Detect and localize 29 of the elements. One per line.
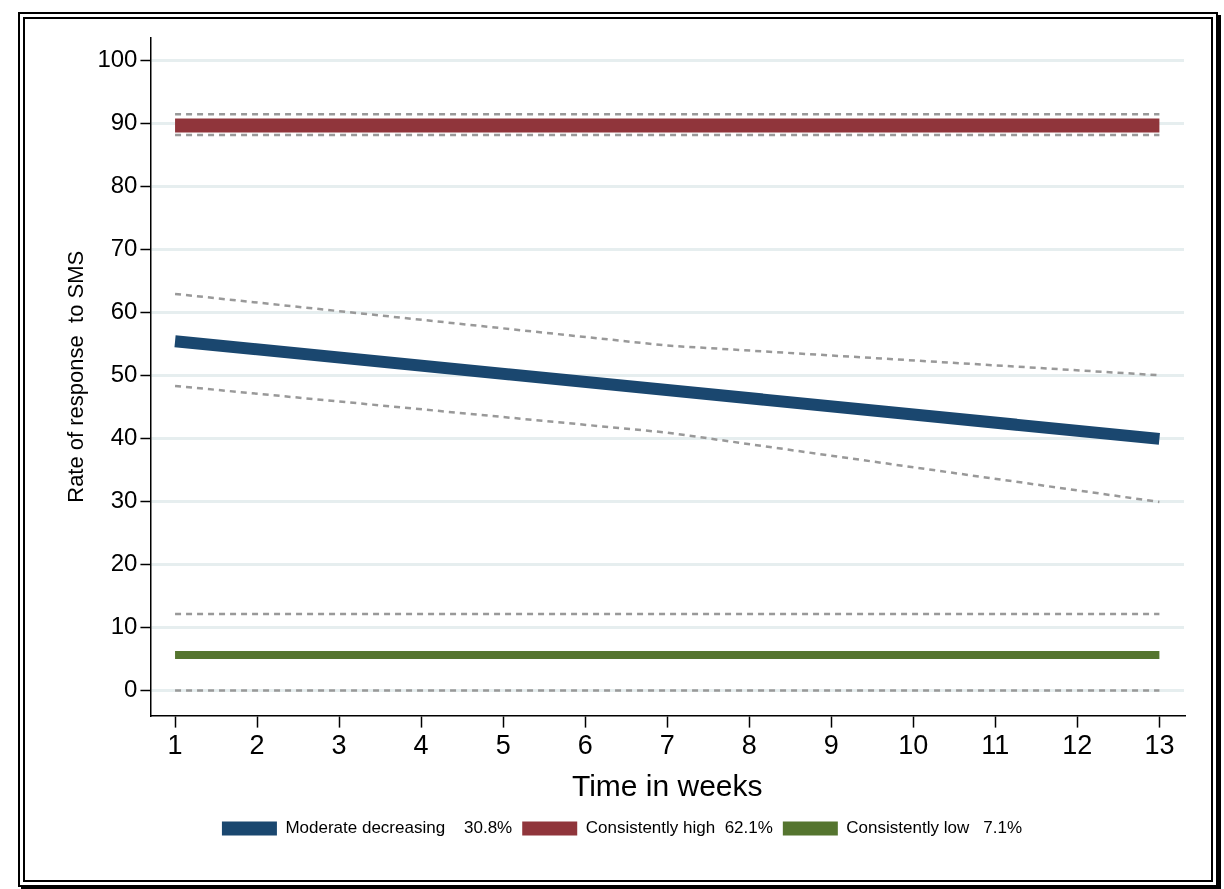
x-tick-label: 13	[1144, 730, 1175, 761]
x-tick-label: 8	[741, 730, 757, 761]
x-tick-label: 4	[413, 730, 429, 761]
x-tick-label: 9	[823, 730, 839, 761]
y-tick-label: 40	[110, 422, 138, 450]
x-tick-label: 7	[659, 730, 675, 761]
x-tick-label: 12	[1062, 730, 1093, 761]
legend-label: Consistently low 7.1%	[846, 818, 1023, 838]
y-tick-label: 20	[110, 548, 138, 576]
y-tick-label: 50	[110, 359, 138, 387]
x-tick-label: 1	[167, 730, 183, 761]
y-tick-label: 30	[110, 485, 138, 513]
x-tick-label: 10	[898, 730, 929, 761]
x-tick-label: 6	[577, 730, 593, 761]
x-tick-label: 5	[495, 730, 511, 761]
x-tick-label: 11	[981, 730, 1010, 761]
y-tick-label: 0	[124, 675, 138, 703]
legend-label: Consistently high 62.1%	[585, 818, 773, 838]
y-tick-label: 10	[110, 611, 138, 639]
x-tick-label: 3	[331, 730, 347, 761]
y-axis-title: Rate of response to SMS	[63, 250, 89, 503]
y-tick-label: 60	[110, 296, 138, 324]
y-tick-label: 100	[97, 44, 138, 72]
x-tick-label: 2	[249, 730, 265, 761]
y-tick-label: 90	[110, 107, 138, 135]
legend-label: Moderate decreasing 30.8%	[285, 818, 513, 838]
y-tick-label: 80	[110, 170, 138, 198]
x-axis-title: Time in weeks	[571, 769, 763, 803]
y-tick-label: 70	[110, 233, 138, 261]
